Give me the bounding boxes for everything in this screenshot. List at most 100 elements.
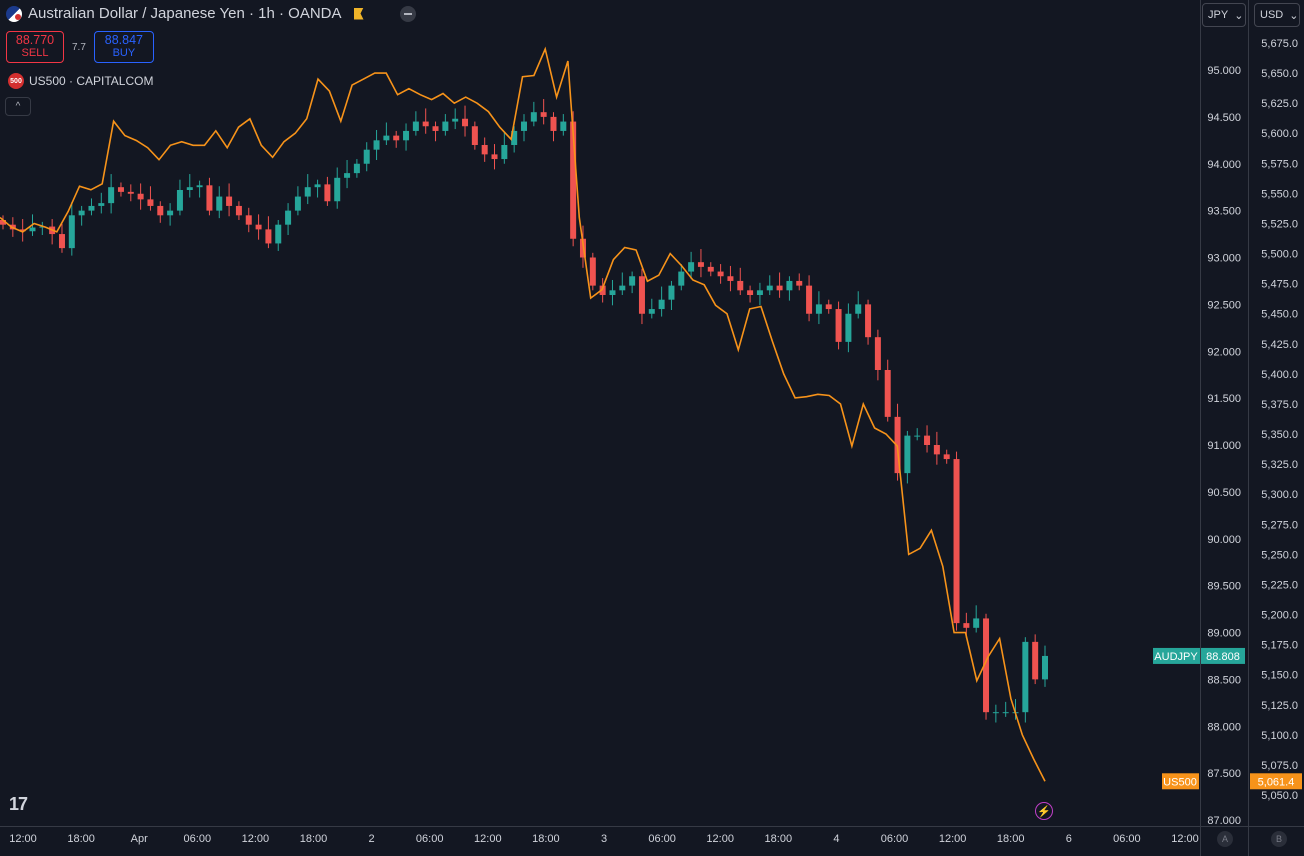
time-axis-tick-label: 06:00 xyxy=(416,833,444,845)
right-axis-tick-label: 5,075.0 xyxy=(1261,760,1298,772)
sell-button[interactable]: 88.770 SELL xyxy=(6,31,64,63)
time-axis-tick-label: 2 xyxy=(369,833,375,845)
candle-body xyxy=(609,290,616,295)
compare-symbol-legend[interactable]: 500 US500 · CAPITALCOM xyxy=(8,73,153,89)
audjpy-price-tag xyxy=(1201,647,1245,664)
right-axis-tick-label: 5,600.0 xyxy=(1261,128,1298,140)
symbol-header[interactable]: Australian Dollar / Japanese Yen · 1h · … xyxy=(6,5,416,22)
symbol-title: Australian Dollar / Japanese Yen · 1h · … xyxy=(28,5,342,22)
candle-body xyxy=(1032,641,1039,680)
time-axis-tick-label: 18:00 xyxy=(532,833,560,845)
spread-value: 7.7 xyxy=(72,41,86,53)
candle-body xyxy=(963,623,970,628)
bookmark-flag-icon[interactable] xyxy=(353,7,364,20)
candle-body xyxy=(924,435,931,445)
candle-body xyxy=(1002,712,1009,714)
candle-body xyxy=(540,112,547,117)
left-axis-tick-label: 93.000 xyxy=(1207,253,1241,265)
auto-scale-button[interactable]: A xyxy=(1217,831,1233,847)
candle-body xyxy=(29,227,36,232)
left-axis-tick-label: 90.500 xyxy=(1207,487,1241,499)
time-axis-tick-label: 06:00 xyxy=(184,833,212,845)
candle-body xyxy=(707,266,714,272)
right-currency-label: USD xyxy=(1260,9,1284,21)
candle-body xyxy=(432,126,439,131)
left-scale-currency-button[interactable]: JPY ⌄ xyxy=(1202,3,1246,27)
candle-body xyxy=(629,276,636,286)
left-axis-tick-label: 90.000 xyxy=(1207,534,1241,546)
candle-body xyxy=(855,304,862,314)
right-axis-tick-label: 5,175.0 xyxy=(1261,640,1298,652)
candle-body xyxy=(186,187,193,190)
left-axis-tick-label: 88.000 xyxy=(1207,721,1241,733)
right-axis-tick-label: 5,200.0 xyxy=(1261,610,1298,622)
time-axis-tick-label: 3 xyxy=(601,833,607,845)
audjpy-symbol-tag xyxy=(1153,647,1200,664)
candle-body xyxy=(216,196,223,211)
left-currency-label: JPY xyxy=(1208,9,1229,21)
candle-body xyxy=(865,304,872,338)
chevron-down-icon: ⌄ xyxy=(1234,9,1244,22)
candle-body xyxy=(176,190,183,211)
candle-body xyxy=(383,135,390,141)
left-axis-tick-label: 92.000 xyxy=(1207,346,1241,358)
candle-body xyxy=(521,121,527,131)
candle-body xyxy=(481,145,488,155)
candle-body xyxy=(786,280,793,291)
candle-body xyxy=(776,285,783,291)
candle-body xyxy=(19,229,26,232)
lightning-icon[interactable]: ⚡ xyxy=(1035,802,1053,820)
candle-body xyxy=(452,118,459,122)
candle-body xyxy=(1022,641,1029,713)
buy-button[interactable]: 88.847 BUY xyxy=(93,31,154,63)
right-axis-tick-label: 5,675.0 xyxy=(1261,38,1298,50)
right-axis-tick-label: 5,150.0 xyxy=(1261,670,1298,682)
right-axis-tick-label: 5,375.0 xyxy=(1261,399,1298,411)
time-axis-tick-label: 12:00 xyxy=(242,833,270,845)
time-axis-tick-label: 18:00 xyxy=(300,833,328,845)
time-axis-tick-label: 12:00 xyxy=(706,833,734,845)
candle-body xyxy=(491,154,498,160)
left-axis-tick-label: 92.500 xyxy=(1207,299,1241,311)
aud-jpy-flag-icon xyxy=(6,5,22,22)
candle-body xyxy=(471,126,478,145)
candle-body xyxy=(157,205,164,216)
scale-b-button[interactable]: B xyxy=(1271,831,1287,847)
trade-panel: 88.770 SELL 7.7 88.847 BUY xyxy=(6,31,154,63)
right-axis-tick-label: 5,475.0 xyxy=(1261,279,1298,291)
candle-body xyxy=(560,121,567,131)
candle-body xyxy=(245,215,252,225)
left-axis-tick-label: 87.500 xyxy=(1207,768,1241,780)
time-axis-tick-label: 12:00 xyxy=(9,833,37,845)
candle-body xyxy=(599,285,606,295)
right-axis-tick-label: 5,525.0 xyxy=(1261,218,1298,230)
buy-price: 88.847 xyxy=(104,33,144,47)
us500-price-tag-text: 5,061.4 xyxy=(1258,776,1295,788)
right-axis-tick-label: 5,225.0 xyxy=(1261,579,1298,591)
candle-body xyxy=(983,618,990,713)
right-axis-tick-label: 5,100.0 xyxy=(1261,730,1298,742)
chevron-up-icon: ^ xyxy=(15,101,21,112)
time-axis-tick-label: 06:00 xyxy=(1113,833,1141,845)
us500-price-tag xyxy=(1250,773,1302,790)
candle-body xyxy=(796,280,803,286)
candle-body xyxy=(393,135,400,141)
candle-body xyxy=(334,177,341,202)
collapse-legend-icon[interactable] xyxy=(399,5,416,22)
candle-body xyxy=(904,435,911,474)
candle-body xyxy=(570,121,577,239)
tradingview-logo[interactable]: 17 xyxy=(9,794,28,814)
collapse-indicators-button[interactable]: ^ xyxy=(5,97,31,116)
candle-body xyxy=(658,299,665,310)
right-scale-currency-button[interactable]: USD ⌄ xyxy=(1254,3,1300,27)
right-axis-tick-label: 5,425.0 xyxy=(1261,339,1298,351)
right-axis-tick-label: 5,625.0 xyxy=(1261,98,1298,110)
time-axis-tick-label: Apr xyxy=(131,833,148,845)
candle-body xyxy=(933,445,940,455)
candle-body xyxy=(550,116,557,131)
candle-body xyxy=(39,226,46,228)
left-axis-tick-label: 89.000 xyxy=(1207,628,1241,640)
candle-body xyxy=(147,199,154,206)
candle-body xyxy=(737,280,744,291)
